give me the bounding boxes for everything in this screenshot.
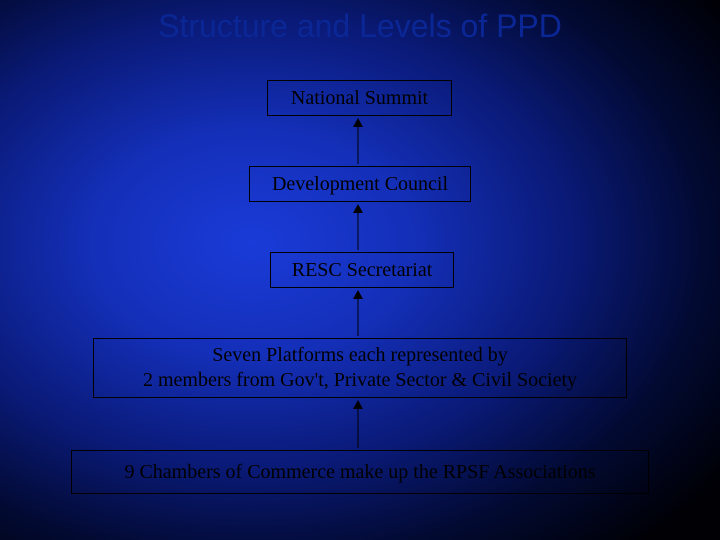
node-label: RESC Secretariat xyxy=(292,258,433,283)
arrow-shaft xyxy=(358,212,359,250)
node-label: Seven Platforms each represented by 2 me… xyxy=(143,343,577,393)
node-label: Development Council xyxy=(272,172,448,197)
arrow-up-4 xyxy=(352,400,364,448)
arrow-up-3 xyxy=(352,290,364,336)
arrow-shaft xyxy=(358,408,359,448)
arrow-up-1 xyxy=(352,118,364,164)
node-resc-secretariat: RESC Secretariat xyxy=(270,252,454,288)
arrow-up-2 xyxy=(352,204,364,250)
node-development-council: Development Council xyxy=(249,166,471,202)
arrow-shaft xyxy=(358,126,359,164)
node-national-summit: National Summit xyxy=(267,80,452,116)
arrow-shaft xyxy=(358,298,359,336)
node-nine-chambers: 9 Chambers of Commerce make up the RPSF … xyxy=(71,450,649,494)
slide-title: Structure and Levels of PPD xyxy=(0,8,720,45)
node-label: 9 Chambers of Commerce make up the RPSF … xyxy=(124,460,595,485)
node-label: National Summit xyxy=(291,86,428,111)
slide: Structure and Levels of PPD National Sum… xyxy=(0,0,720,540)
node-seven-platforms: Seven Platforms each represented by 2 me… xyxy=(93,338,627,398)
